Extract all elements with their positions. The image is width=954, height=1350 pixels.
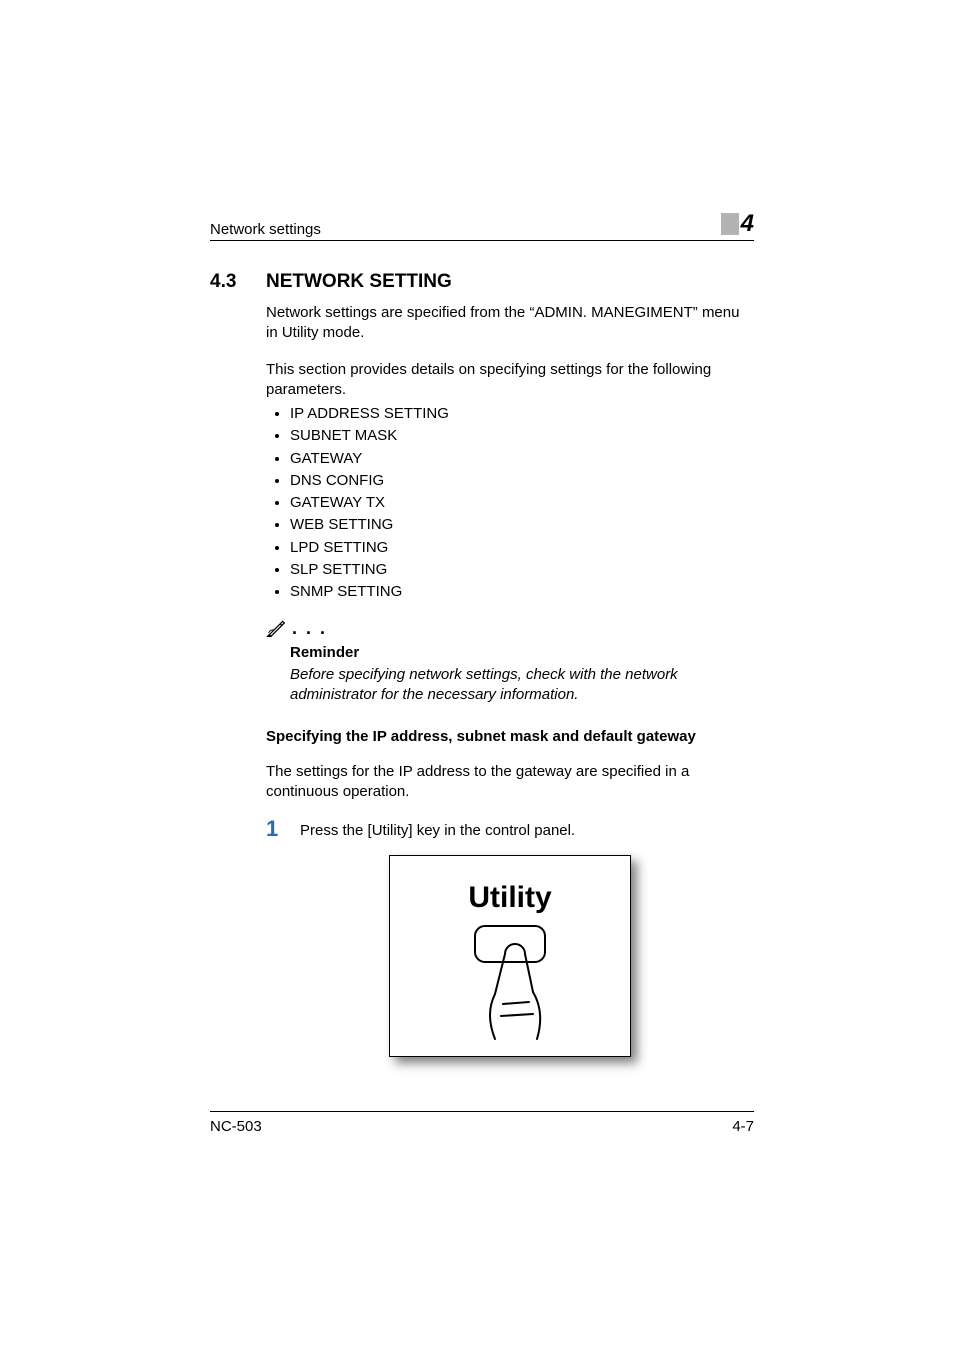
- list-item: LPD SETTING: [290, 538, 754, 558]
- list-item: WEB SETTING: [290, 515, 754, 535]
- body-content: Network settings are specified from the …: [266, 303, 754, 1057]
- reminder-label: Reminder: [290, 643, 754, 663]
- section-heading: 4.3 NETWORK SETTING: [210, 271, 754, 293]
- reminder-text: Before specifying network settings, chec…: [290, 665, 754, 706]
- note-header: . . .: [266, 616, 754, 640]
- list-item: SLP SETTING: [290, 560, 754, 580]
- document-page: Network settings 4 4.3 NETWORK SETTING N…: [0, 0, 954, 1350]
- chapter-number: 4: [741, 210, 754, 238]
- note-dots: . . .: [292, 616, 327, 640]
- list-item: SUBNET MASK: [290, 426, 754, 446]
- intro-paragraph-2: This section provides details on specify…: [266, 360, 754, 401]
- footer-page-number: 4-7: [732, 1118, 754, 1135]
- pencil-note-icon: [266, 618, 286, 638]
- figure-container: Utility: [266, 855, 754, 1057]
- list-item: GATEWAY: [290, 449, 754, 469]
- section-title: NETWORK SETTING: [266, 271, 452, 293]
- step-row: 1 Press the [Utility] key in the control…: [266, 818, 754, 841]
- chapter-indicator: 4: [721, 210, 754, 238]
- intro-paragraph-1: Network settings are specified from the …: [266, 303, 754, 344]
- utility-button-icon: [455, 924, 565, 1044]
- list-item: SNMP SETTING: [290, 582, 754, 602]
- utility-figure: Utility: [389, 855, 631, 1057]
- parameter-list: IP ADDRESS SETTING SUBNET MASK GATEWAY D…: [266, 404, 754, 602]
- section-number: 4.3: [210, 271, 266, 293]
- step-number: 1: [266, 818, 300, 840]
- sub-paragraph: The settings for the IP address to the g…: [266, 762, 754, 803]
- chapter-bar: [721, 213, 739, 235]
- page-footer: NC-503 4-7: [210, 1111, 754, 1135]
- list-item: IP ADDRESS SETTING: [290, 404, 754, 424]
- subheading: Specifying the IP address, subnet mask a…: [266, 727, 754, 747]
- list-item: DNS CONFIG: [290, 471, 754, 491]
- utility-label: Utility: [390, 878, 630, 919]
- page-header: Network settings 4: [210, 210, 754, 241]
- step-text: Press the [Utility] key in the control p…: [300, 818, 575, 841]
- breadcrumb: Network settings: [210, 221, 321, 238]
- footer-model: NC-503: [210, 1118, 262, 1135]
- list-item: GATEWAY TX: [290, 493, 754, 513]
